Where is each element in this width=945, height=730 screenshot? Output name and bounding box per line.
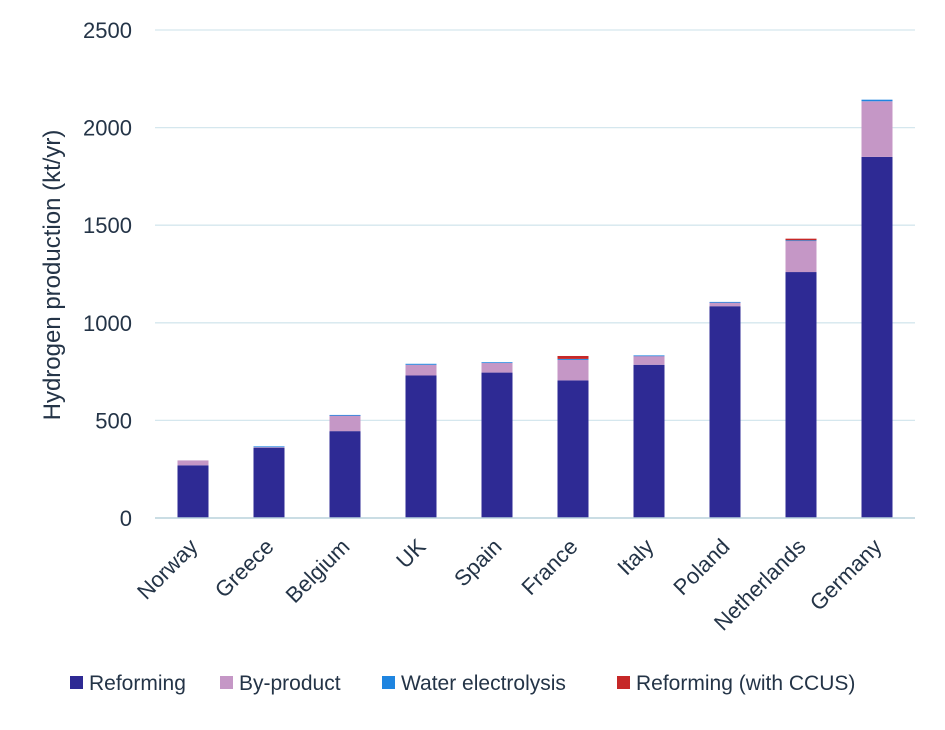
bar-france-reforming — [557, 380, 589, 518]
bar-norway-by-product — [177, 460, 209, 466]
legend-label: By-product — [239, 672, 341, 695]
y-tick-label: 1500 — [83, 213, 132, 238]
bar-norway-reforming — [177, 465, 209, 518]
bar-poland-by-product — [709, 302, 741, 307]
category-label: France — [516, 534, 582, 600]
bar-netherlands-water-electrolysis — [785, 240, 817, 242]
bar-germany-water-electrolysis — [861, 99, 893, 102]
category-label: Greece — [210, 534, 279, 603]
bar-italy-water-electrolysis — [633, 355, 665, 357]
bar-spain-reforming — [481, 372, 513, 518]
bar-germany-by-product — [861, 101, 893, 157]
category-label: Italy — [612, 534, 658, 580]
bar-belgium-water-electrolysis — [329, 414, 361, 416]
bar-italy-by-product — [633, 355, 665, 365]
legend-swatch — [617, 676, 630, 689]
bar-greece-water-electrolysis — [253, 446, 285, 448]
bar-belgium-by-product — [329, 415, 361, 432]
y-tick-label: 2500 — [83, 18, 132, 43]
legend-swatch — [220, 676, 233, 689]
bar-france-by-product — [557, 359, 589, 381]
legend-label: Water electrolysis — [401, 672, 566, 695]
category-label: Spain — [449, 534, 506, 591]
bar-germany-reforming — [861, 156, 893, 518]
y-tick-label: 1000 — [83, 311, 132, 336]
bar-uk-water-electrolysis — [405, 363, 437, 365]
bar-italy-reforming — [633, 364, 665, 518]
bar-uk-by-product — [405, 364, 437, 376]
category-label: UK — [391, 534, 431, 574]
bar-belgium-reforming — [329, 431, 361, 518]
bar-france-reforming-with-ccus- — [557, 355, 589, 359]
bar-greece-reforming — [253, 447, 285, 518]
category-label: Poland — [668, 534, 734, 600]
category-label: Belgium — [281, 534, 355, 608]
bar-uk-reforming — [405, 375, 437, 518]
category-label: Norway — [132, 534, 202, 604]
bar-france-water-electrolysis — [557, 358, 589, 360]
legend: Reforming By-product Water electrolysis Ref… — [70, 672, 855, 695]
bar-netherlands-reforming-with-ccus- — [785, 238, 817, 241]
bar-poland-water-electrolysis — [709, 301, 741, 303]
bar-netherlands-by-product — [785, 240, 817, 273]
bar-spain-water-electrolysis — [481, 362, 513, 364]
bar-greece-by-product — [253, 446, 285, 448]
category-labels: Norway Greece Belgium UK Spain France Italy Pol… — [132, 534, 886, 636]
legend-label: Reforming — [89, 672, 186, 695]
legend-swatch — [382, 676, 395, 689]
bar-spain-by-product — [481, 362, 513, 373]
y-axis-label: Hydrogen production (kt/yr) — [39, 130, 66, 421]
y-tick-label: 0 — [120, 506, 132, 531]
y-axis-ticks: 0 500 1000 1500 2000 2500 — [83, 18, 132, 531]
bar-netherlands-reforming — [785, 272, 817, 518]
y-tick-label: 500 — [95, 408, 132, 433]
category-label: Germany — [805, 534, 887, 616]
y-tick-label: 2000 — [83, 116, 132, 141]
bars — [177, 99, 893, 518]
legend-label: Reforming (with CCUS) — [636, 672, 855, 695]
bar-poland-reforming — [709, 306, 741, 518]
legend-swatch — [70, 676, 83, 689]
